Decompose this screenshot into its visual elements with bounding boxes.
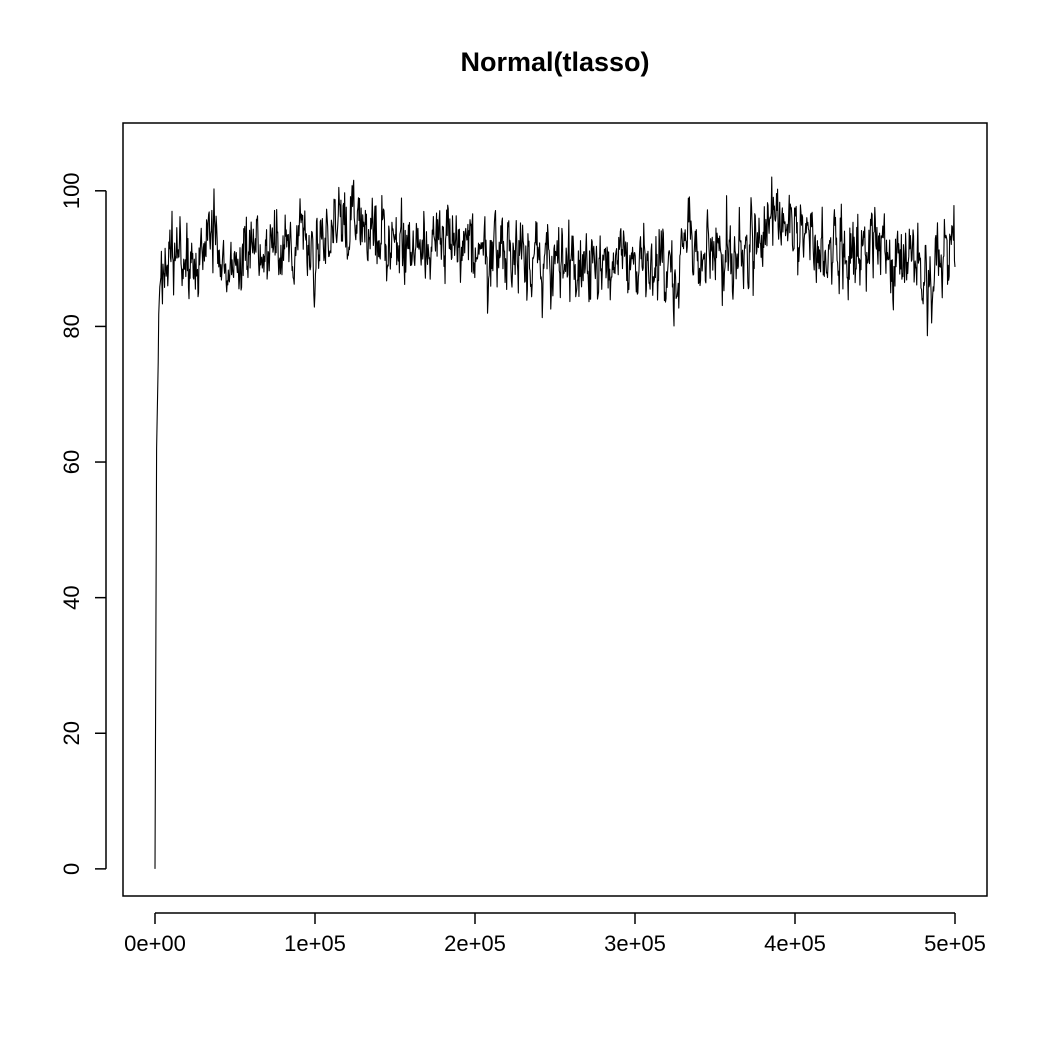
x-tick-label: 0e+00 [124, 931, 186, 956]
y-axis: 0 20 40 60 80 100 [59, 172, 107, 875]
chart-title: Normal(tlasso) [460, 47, 649, 77]
series-layer [154, 176, 956, 869]
x-tick-label: 1e+05 [284, 931, 346, 956]
y-tick-label: 80 [59, 314, 84, 338]
x-tick-label: 5e+05 [924, 931, 986, 956]
x-tick-label: 4e+05 [764, 931, 826, 956]
x-tick-label: 2e+05 [444, 931, 506, 956]
plot-frame [122, 122, 988, 897]
y-tick-label: 100 [59, 172, 84, 209]
y-tick-label: 60 [59, 450, 84, 474]
x-tick-label: 3e+05 [604, 931, 666, 956]
x-axis: 0e+00 1e+05 2e+05 3e+05 4e+05 5e+05 [124, 912, 986, 956]
y-tick-label: 40 [59, 585, 84, 609]
series-line [154, 176, 956, 869]
y-tick-label: 0 [59, 863, 84, 875]
y-tick-label: 20 [59, 721, 84, 745]
